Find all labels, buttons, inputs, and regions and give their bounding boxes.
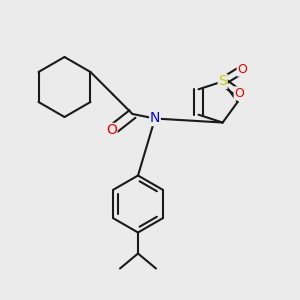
Text: S: S [218,74,227,88]
Text: O: O [234,87,244,100]
Text: N: N [150,112,160,125]
Text: O: O [237,63,247,76]
Text: O: O [106,124,117,137]
